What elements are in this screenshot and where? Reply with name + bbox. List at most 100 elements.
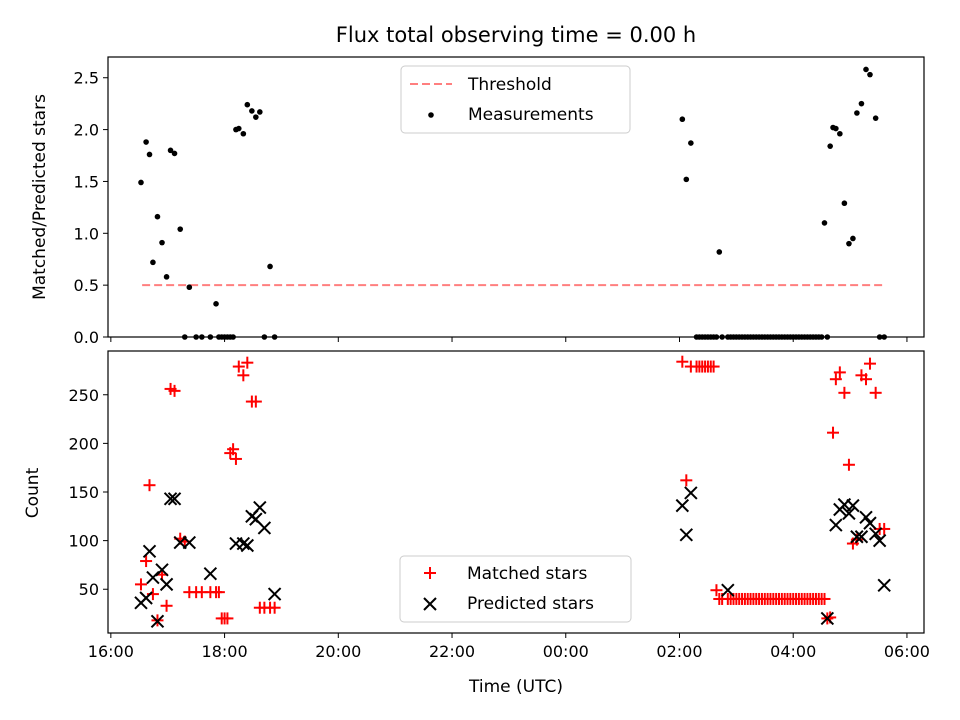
bottom-y-tick-label: 250 bbox=[68, 386, 99, 405]
predicted-star-point bbox=[721, 583, 735, 597]
measurement-point bbox=[858, 100, 865, 107]
predicted-star-point bbox=[859, 510, 873, 524]
predicted-star-point bbox=[139, 591, 153, 605]
predicted-star-point bbox=[253, 500, 267, 515]
measurement-point bbox=[719, 334, 725, 340]
matched-star-point bbox=[212, 586, 225, 599]
measurement-point bbox=[837, 130, 843, 137]
predicted-star-point bbox=[863, 516, 877, 530]
x-axis-label: Time (UTC) bbox=[468, 677, 563, 697]
top-y-tick-label: 1.5 bbox=[74, 172, 99, 191]
bottom-x-tick-label: 18:00 bbox=[202, 642, 248, 661]
predicted-star-point bbox=[868, 527, 883, 541]
measurement-point bbox=[688, 140, 694, 146]
measurement-point bbox=[872, 115, 879, 121]
top-y-tick-label: 2.0 bbox=[74, 121, 99, 140]
matched-star-point bbox=[160, 599, 173, 612]
predicted-star-point bbox=[684, 486, 698, 500]
measurement-point bbox=[199, 334, 205, 340]
measurement-point bbox=[235, 125, 242, 132]
matched-star-point bbox=[842, 458, 855, 471]
measurement-point bbox=[271, 334, 278, 340]
measurement-point bbox=[253, 114, 259, 120]
top-y-tick-label: 1.0 bbox=[74, 224, 99, 243]
matched-star-point bbox=[833, 366, 846, 379]
bottom-y-axis-label: Count bbox=[23, 467, 43, 518]
top-axes-frame bbox=[107, 56, 925, 338]
measurement-point bbox=[833, 125, 839, 132]
predicted-star-point bbox=[159, 577, 174, 592]
predicted-star-point bbox=[163, 492, 178, 506]
bottom-y-tick-label: 100 bbox=[68, 532, 99, 551]
matched-star-point bbox=[168, 384, 181, 397]
measurement-point bbox=[850, 235, 856, 242]
measurement-point bbox=[821, 220, 828, 226]
measurement-point bbox=[146, 151, 153, 158]
matched-star-point bbox=[241, 356, 254, 369]
bottom-x-tick-label: 06:00 bbox=[884, 642, 930, 661]
bottom-x-tick-label: 00:00 bbox=[543, 642, 589, 661]
bottom-y-tick-label: 150 bbox=[68, 483, 99, 502]
measurement-point bbox=[683, 176, 690, 183]
predicted-star-point bbox=[877, 578, 891, 593]
legend-matched-label: Matched stars bbox=[467, 564, 587, 584]
bottom-y-tick-label: 200 bbox=[68, 434, 99, 453]
measurement-point bbox=[167, 147, 174, 154]
matched-star-point bbox=[232, 360, 245, 373]
measurement-point bbox=[713, 334, 720, 340]
measurement-point bbox=[679, 116, 686, 123]
matched-star-point bbox=[221, 612, 234, 625]
measurement-point bbox=[177, 226, 184, 232]
matched-star-point bbox=[229, 452, 242, 465]
predicted-star-point bbox=[846, 498, 860, 513]
predicted-star-point bbox=[267, 587, 282, 601]
predicted-star-point bbox=[240, 538, 255, 553]
measurement-point bbox=[846, 240, 852, 247]
predicted-star-point bbox=[182, 535, 197, 550]
measurement-point bbox=[163, 274, 170, 280]
measurement-point bbox=[854, 110, 860, 116]
matched-star-point bbox=[829, 373, 842, 386]
measurement-point bbox=[213, 301, 219, 307]
matched-star-point bbox=[134, 578, 147, 591]
measurement-point bbox=[841, 200, 848, 207]
measurement-point bbox=[257, 109, 263, 115]
bottom-x-tick-label: 02:00 bbox=[656, 642, 702, 661]
matched-star-point bbox=[859, 373, 872, 386]
matched-star-point bbox=[869, 386, 882, 399]
measurement-point bbox=[193, 334, 199, 340]
matched-star-point bbox=[143, 479, 156, 492]
matched-star-point bbox=[818, 592, 831, 605]
bottom-panel: 50 100 150 200 250 16:00 18:00 20:00 22:00 00:00 0… bbox=[68, 350, 930, 661]
top-y-tick-label: 0.0 bbox=[74, 328, 99, 347]
measurement-point bbox=[186, 284, 193, 291]
bottom-legend: Matched stars Predicted stars bbox=[399, 555, 632, 623]
matched-star-point bbox=[680, 474, 693, 487]
predicted-star-point bbox=[150, 614, 165, 629]
predicted-star-point bbox=[167, 492, 182, 506]
legend-predicted-label: Predicted stars bbox=[467, 594, 594, 614]
measurement-point bbox=[181, 334, 188, 340]
measurement-point bbox=[143, 139, 149, 145]
measurement-point bbox=[267, 263, 273, 270]
measurement-point bbox=[261, 334, 268, 340]
legend-matched-swatch bbox=[424, 567, 436, 579]
predicted-star-point bbox=[829, 518, 843, 532]
top-panel: 0.0 0.5 1.0 1.5 2.0 2.5 bbox=[74, 56, 925, 347]
matched-star-point bbox=[140, 555, 153, 568]
predicted-star-point bbox=[675, 498, 690, 513]
predicted-star-point bbox=[257, 521, 272, 535]
top-legend: Threshold Measurements bbox=[400, 65, 631, 134]
measurement-point bbox=[150, 259, 156, 266]
bottom-x-tick-label: 04:00 bbox=[770, 642, 816, 661]
bottom-legend-box bbox=[399, 555, 632, 623]
predicted-star-point bbox=[236, 536, 251, 551]
measurement-point bbox=[138, 179, 144, 186]
bottom-x-tick-label: 16:00 bbox=[88, 642, 134, 661]
matched-star-point bbox=[827, 426, 840, 439]
top-y-axis-label: Matched/Predicted stars bbox=[30, 94, 50, 300]
matched-star-point bbox=[249, 395, 262, 408]
measurement-point bbox=[824, 334, 831, 340]
measurement-point bbox=[159, 239, 165, 246]
